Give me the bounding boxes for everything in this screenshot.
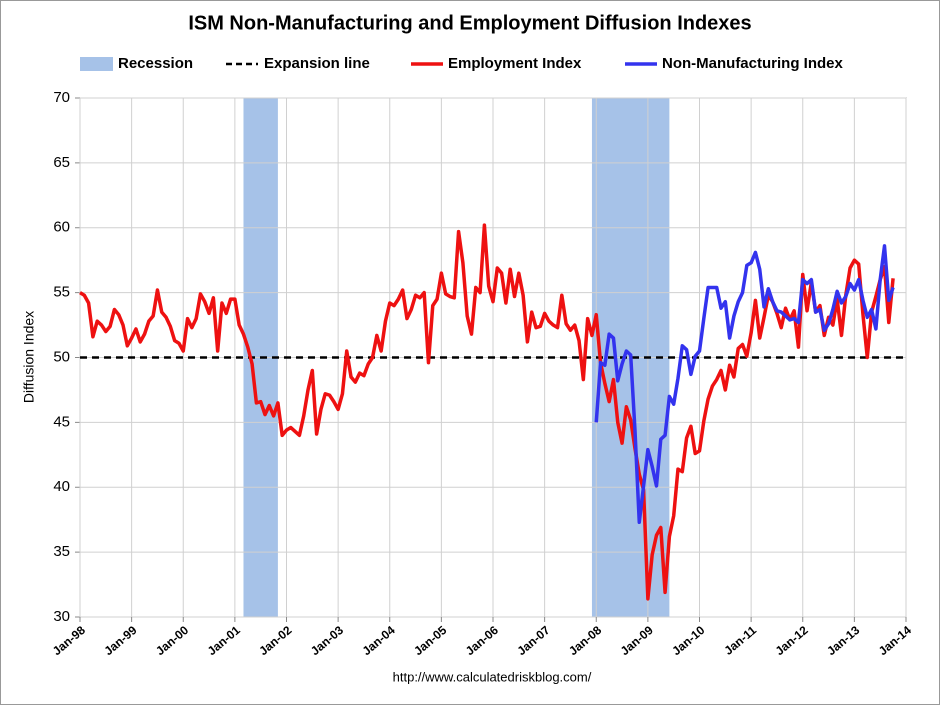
legend-swatch — [80, 57, 113, 71]
y-axis-label: Diffusion Index — [21, 311, 37, 403]
y-tick-label: 70 — [53, 89, 70, 106]
source: http://www.calculatedriskblog.com/ — [393, 669, 592, 684]
y-tick-label: 45 — [53, 413, 70, 430]
y-tick-label: 40 — [53, 478, 70, 495]
y-tick-label: 60 — [53, 219, 70, 236]
legend-label: Employment Index — [448, 55, 582, 72]
legend-label: Expansion line — [264, 55, 370, 72]
y-tick-label: 55 — [53, 284, 70, 301]
y-tick-label: 35 — [53, 543, 70, 560]
y-tick-label: 65 — [53, 154, 70, 171]
legend-label: Recession — [118, 55, 193, 72]
y-tick-label: 50 — [53, 348, 70, 365]
series-line — [79, 223, 895, 601]
series-line — [594, 244, 895, 525]
legend-label: Non-Manufacturing Index — [662, 55, 843, 72]
y-tick-label: 30 — [53, 608, 70, 625]
chart-title: ISM Non-Manufacturing and Employment Dif… — [188, 12, 751, 34]
